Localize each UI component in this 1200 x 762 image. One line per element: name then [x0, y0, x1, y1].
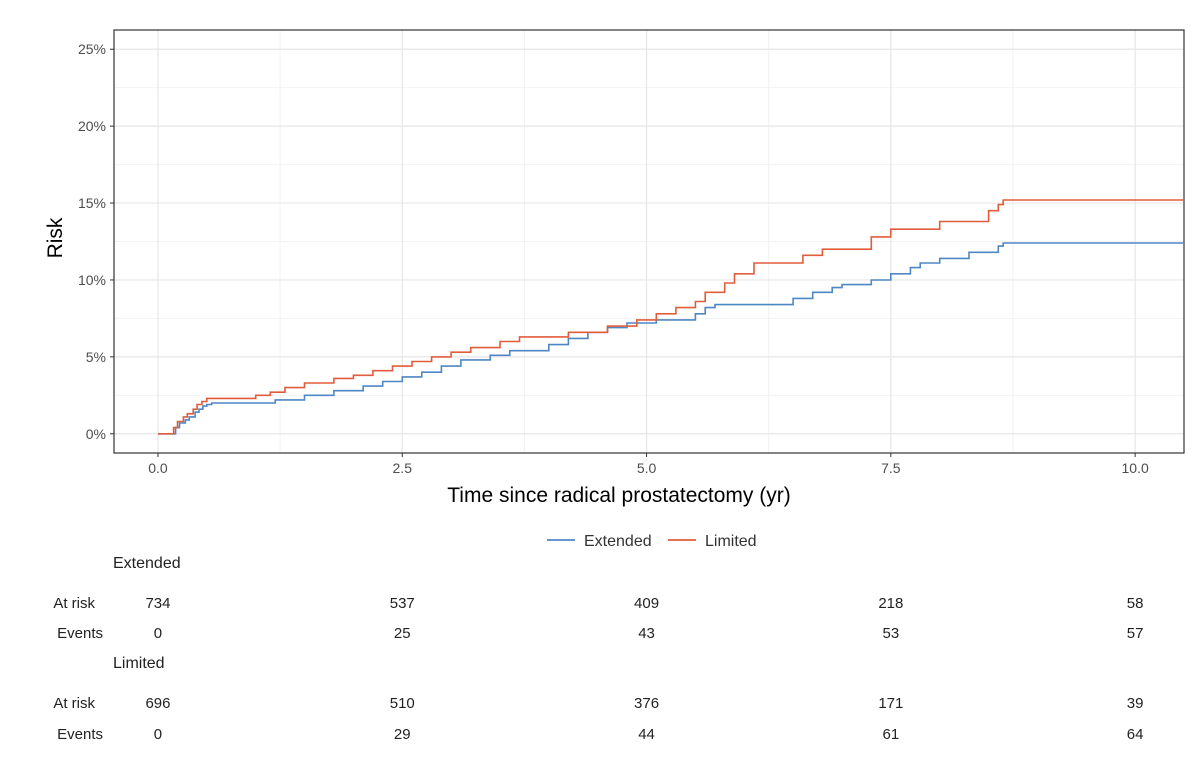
y-axis-ticks: 0% 5% 10% 15% 20% 25% [78, 41, 114, 442]
legend-label-limited: Limited [705, 533, 757, 550]
x-axis-ticks: 0.0 2.5 5.0 7.5 10.0 [148, 453, 1149, 476]
risk-table-cell: 409 [634, 595, 659, 612]
risk-table-cell: 0 [154, 625, 162, 642]
risk-table-cell: 696 [145, 695, 170, 712]
y-tick-label: 25% [78, 41, 106, 57]
risk-table-cell: 43 [638, 625, 655, 642]
x-tick-label: 2.5 [393, 460, 413, 476]
risk-table-cell: 61 [883, 726, 900, 743]
legend: Extended Limited [547, 533, 757, 550]
risk-table-cell: 510 [390, 695, 415, 712]
risk-table-cell: 25 [394, 625, 411, 642]
x-axis-title: Time since radical prostatectomy (yr) [447, 484, 790, 507]
risk-table-row-label: Events [57, 726, 103, 743]
risk-table-cell: 171 [878, 695, 903, 712]
risk-table-row-label: Events [57, 625, 103, 642]
y-tick-label: 10% [78, 272, 106, 288]
risk-table-cell: 218 [878, 595, 903, 612]
y-tick-label: 5% [86, 349, 106, 365]
series-line-limited [158, 199, 1184, 435]
risk-table-cell: 64 [1127, 726, 1144, 743]
risk-table-row-label: At risk [53, 695, 95, 712]
y-tick-label: 15% [78, 195, 106, 211]
risk-table-cell: 58 [1127, 595, 1144, 612]
y-tick-label: 0% [86, 426, 106, 442]
x-tick-label: 10.0 [1122, 460, 1149, 476]
risk-table-cell: 734 [145, 595, 170, 612]
x-tick-label: 0.0 [148, 460, 168, 476]
risk-table-cell: 44 [638, 726, 655, 743]
risk-table-row-label: At risk [53, 595, 95, 612]
risk-table: Extended At risk 734 537 409 218 58 Events 0 25 43… [53, 555, 1143, 743]
plot-panel-border [113, 29, 1185, 454]
risk-table-cell: 39 [1127, 695, 1144, 712]
series-lines [158, 199, 1184, 435]
risk-table-cell: 376 [634, 695, 659, 712]
risk-table-group-title: Extended [113, 555, 181, 572]
y-tick-label: 20% [78, 118, 106, 134]
risk-table-cell: 57 [1127, 625, 1144, 642]
risk-table-cell: 0 [154, 726, 162, 743]
legend-label-extended: Extended [584, 533, 652, 550]
grid-lines [114, 30, 1184, 453]
x-tick-label: 5.0 [637, 460, 657, 476]
risk-table-cell: 53 [883, 625, 900, 642]
x-tick-label: 7.5 [881, 460, 901, 476]
risk-table-cell: 29 [394, 726, 411, 743]
risk-table-group-title: Limited [113, 655, 165, 672]
y-axis-title: Risk [44, 217, 67, 258]
series-line-extended [158, 242, 1184, 435]
risk-table-cell: 537 [390, 595, 415, 612]
